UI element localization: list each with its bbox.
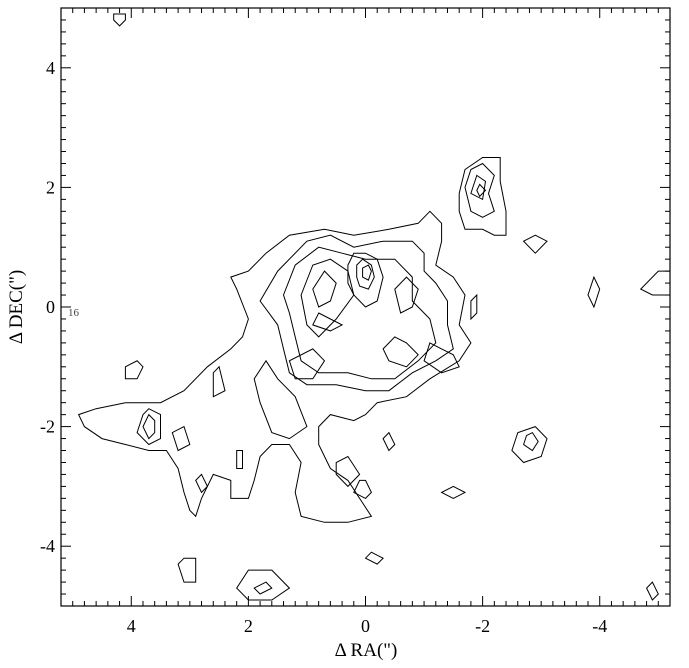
x-tick-label: 0 bbox=[361, 616, 370, 636]
contour-7 bbox=[356, 258, 375, 290]
contour-38 bbox=[124, 360, 144, 380]
contour-34 bbox=[171, 425, 191, 452]
y-tick-label: -2 bbox=[40, 417, 55, 437]
x-tick-label: -4 bbox=[592, 616, 607, 636]
contour-5 bbox=[312, 270, 337, 308]
x-tick-labels: 4 2 0 -2 -4 bbox=[127, 616, 607, 636]
contour-18 bbox=[511, 426, 548, 464]
contour-25 bbox=[382, 431, 396, 452]
contour-1 bbox=[77, 210, 472, 523]
y-tick-label: -4 bbox=[40, 536, 55, 556]
x-tick-label: -2 bbox=[475, 616, 490, 636]
x-tick-label: 4 bbox=[127, 616, 136, 636]
contour-30 bbox=[645, 581, 659, 601]
contour-13 bbox=[288, 348, 326, 380]
y-tick-labels: 4 2 0 -2 -4 bbox=[40, 58, 55, 556]
contour-6 bbox=[347, 252, 384, 308]
contour-19 bbox=[523, 431, 539, 452]
contour-14 bbox=[458, 157, 507, 236]
contour-8 bbox=[362, 264, 372, 281]
axis-ticks bbox=[61, 7, 670, 607]
contour-28 bbox=[253, 581, 273, 595]
contour-11 bbox=[382, 336, 419, 368]
contour-24 bbox=[440, 485, 467, 499]
contour-35 bbox=[212, 365, 226, 398]
contour-33 bbox=[136, 408, 161, 446]
contour-21 bbox=[587, 275, 601, 309]
x-tick-label: 2 bbox=[244, 616, 253, 636]
contour-40 bbox=[335, 455, 361, 488]
contour-17 bbox=[476, 183, 487, 198]
contour-3 bbox=[282, 246, 437, 380]
contour-29 bbox=[177, 557, 197, 583]
contour-23 bbox=[470, 293, 478, 321]
contour-20 bbox=[522, 234, 548, 254]
y-tick-label: 0 bbox=[46, 297, 55, 317]
contour-27 bbox=[236, 569, 291, 601]
contour-10 bbox=[312, 312, 344, 332]
y-tick-label: 4 bbox=[46, 58, 55, 78]
contour-16 bbox=[470, 174, 487, 201]
y-axis-label: Δ DEC(") bbox=[6, 270, 27, 344]
contour-41 bbox=[353, 479, 373, 500]
contour-36 bbox=[195, 473, 209, 494]
contour-37 bbox=[236, 450, 243, 469]
y-tick-label: 2 bbox=[46, 177, 55, 197]
stray-label: 16 bbox=[68, 307, 80, 319]
contour-2 bbox=[259, 234, 454, 392]
contour-9 bbox=[394, 276, 419, 314]
x-axis-label: Δ RA(") bbox=[335, 640, 398, 661]
contour-12 bbox=[423, 342, 460, 374]
contour-26 bbox=[364, 551, 384, 565]
contour-15 bbox=[464, 162, 495, 218]
contour-31 bbox=[113, 13, 126, 27]
contour-lines bbox=[77, 13, 671, 601]
contour-39 bbox=[253, 359, 308, 440]
contour-32 bbox=[142, 413, 156, 440]
contour-4 bbox=[300, 258, 355, 338]
